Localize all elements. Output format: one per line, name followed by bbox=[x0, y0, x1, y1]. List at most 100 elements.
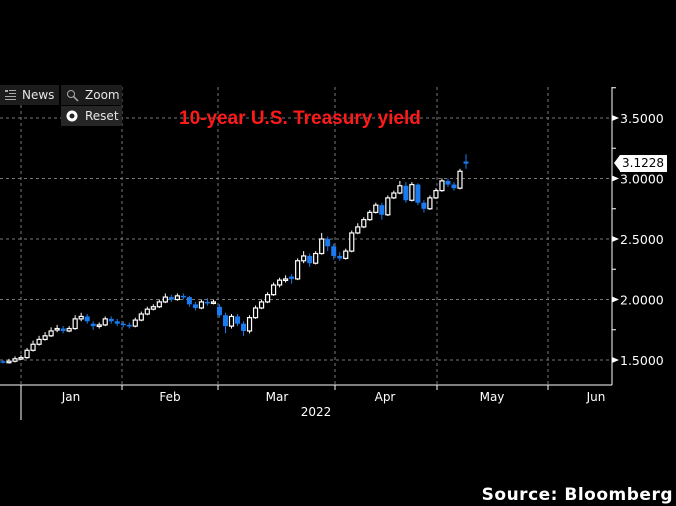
candle bbox=[24, 347, 30, 359]
candle bbox=[156, 299, 162, 308]
circle-reset-icon bbox=[66, 110, 78, 122]
candle-body-down bbox=[307, 255, 313, 264]
candle bbox=[301, 251, 307, 264]
candle bbox=[216, 304, 222, 318]
candle-body-up bbox=[355, 226, 361, 234]
candle bbox=[48, 327, 54, 338]
candle bbox=[18, 355, 24, 360]
candle-body-down bbox=[108, 318, 114, 322]
candle-body-down bbox=[114, 321, 120, 324]
candle bbox=[78, 312, 84, 322]
candle-body-up bbox=[132, 319, 138, 327]
candle-body-down bbox=[216, 306, 222, 316]
candle-body-down bbox=[120, 323, 126, 326]
candle-body-up bbox=[283, 278, 289, 282]
candle-body-down bbox=[192, 304, 198, 308]
candle bbox=[463, 154, 469, 169]
candle bbox=[361, 217, 367, 229]
axes: 1.5000 2.0000 2.5000 3.0000 3.5000 Jan Feb Mar A… bbox=[0, 87, 664, 420]
candle bbox=[72, 315, 78, 330]
candle-body-down bbox=[60, 328, 66, 331]
news-button[interactable]: News bbox=[0, 85, 59, 105]
candle-body-up bbox=[270, 284, 277, 296]
candle bbox=[180, 293, 186, 300]
candle bbox=[186, 295, 192, 307]
candle-body-down bbox=[415, 184, 421, 203]
candle-body-down bbox=[90, 323, 96, 327]
candle-body-up bbox=[174, 295, 180, 301]
candle-body-down bbox=[421, 202, 427, 209]
list-icon bbox=[5, 90, 16, 100]
candle-body-up bbox=[54, 327, 60, 331]
candle bbox=[433, 188, 439, 200]
candle-body-down bbox=[463, 161, 469, 164]
candle bbox=[367, 209, 373, 221]
zoom-button[interactable]: Zoom bbox=[61, 85, 122, 105]
y-tick-marker bbox=[612, 175, 619, 182]
candle-body-down bbox=[126, 324, 132, 327]
candle bbox=[198, 299, 205, 310]
candle-body-down bbox=[451, 184, 457, 189]
candle bbox=[138, 311, 144, 322]
candle-body-down bbox=[289, 276, 295, 279]
candle-body-up bbox=[385, 197, 391, 216]
candle bbox=[289, 274, 295, 284]
candle-body-down bbox=[235, 316, 241, 324]
x-tick-label: Jun bbox=[586, 390, 606, 404]
candle-body-up bbox=[246, 317, 253, 332]
candle bbox=[241, 321, 247, 336]
reset-label: Reset bbox=[85, 109, 119, 123]
candle-body-down bbox=[204, 301, 210, 304]
candle-body-down bbox=[0, 361, 6, 363]
y-tick-marker bbox=[612, 296, 619, 303]
candle-body-up bbox=[144, 308, 150, 315]
candle-body-down bbox=[180, 295, 186, 298]
candle-body-up bbox=[457, 170, 463, 189]
reset-button[interactable]: Reset bbox=[61, 106, 122, 126]
candle bbox=[445, 178, 451, 187]
candle bbox=[270, 282, 277, 296]
candle bbox=[415, 183, 421, 206]
candle-body-up bbox=[319, 238, 325, 255]
candle-body-up bbox=[427, 197, 433, 210]
x-year-label: 2022 bbox=[301, 405, 332, 419]
candle bbox=[391, 190, 397, 200]
candle bbox=[403, 182, 409, 203]
candle-body-up bbox=[276, 279, 283, 286]
candle bbox=[96, 322, 102, 329]
candle-body-up bbox=[198, 301, 205, 309]
candle-body-up bbox=[24, 349, 30, 359]
candle bbox=[409, 182, 415, 202]
candle-body-up bbox=[18, 356, 24, 360]
candle bbox=[150, 304, 156, 311]
candle bbox=[349, 230, 355, 253]
candle bbox=[162, 293, 168, 304]
x-tick-label: Jan bbox=[61, 390, 81, 404]
zoom-label: Zoom bbox=[85, 88, 120, 102]
candle-body-down bbox=[84, 316, 90, 322]
candle-body-up bbox=[42, 335, 48, 341]
grid bbox=[0, 87, 612, 385]
candle bbox=[120, 321, 126, 328]
candle bbox=[331, 243, 337, 260]
x-tick-label: Feb bbox=[159, 390, 180, 404]
candle-body-down bbox=[168, 297, 174, 300]
candle-body-down bbox=[445, 180, 451, 185]
candle bbox=[355, 223, 361, 235]
y-tick-marker bbox=[612, 115, 619, 121]
candle-body-up bbox=[96, 324, 102, 328]
candle-body-up bbox=[343, 250, 349, 259]
x-tick-label: Apr bbox=[375, 390, 396, 404]
candle bbox=[246, 315, 253, 334]
candle-body-up bbox=[361, 219, 367, 228]
candle-body-up bbox=[433, 190, 439, 199]
candle-body-up bbox=[66, 327, 72, 332]
candle bbox=[283, 275, 289, 283]
y-tick-marker bbox=[612, 236, 619, 242]
candle bbox=[66, 326, 72, 333]
candle-body-down bbox=[331, 246, 337, 256]
candle-body-up bbox=[397, 185, 403, 194]
candle-body-up bbox=[30, 343, 36, 351]
candle bbox=[337, 252, 343, 261]
